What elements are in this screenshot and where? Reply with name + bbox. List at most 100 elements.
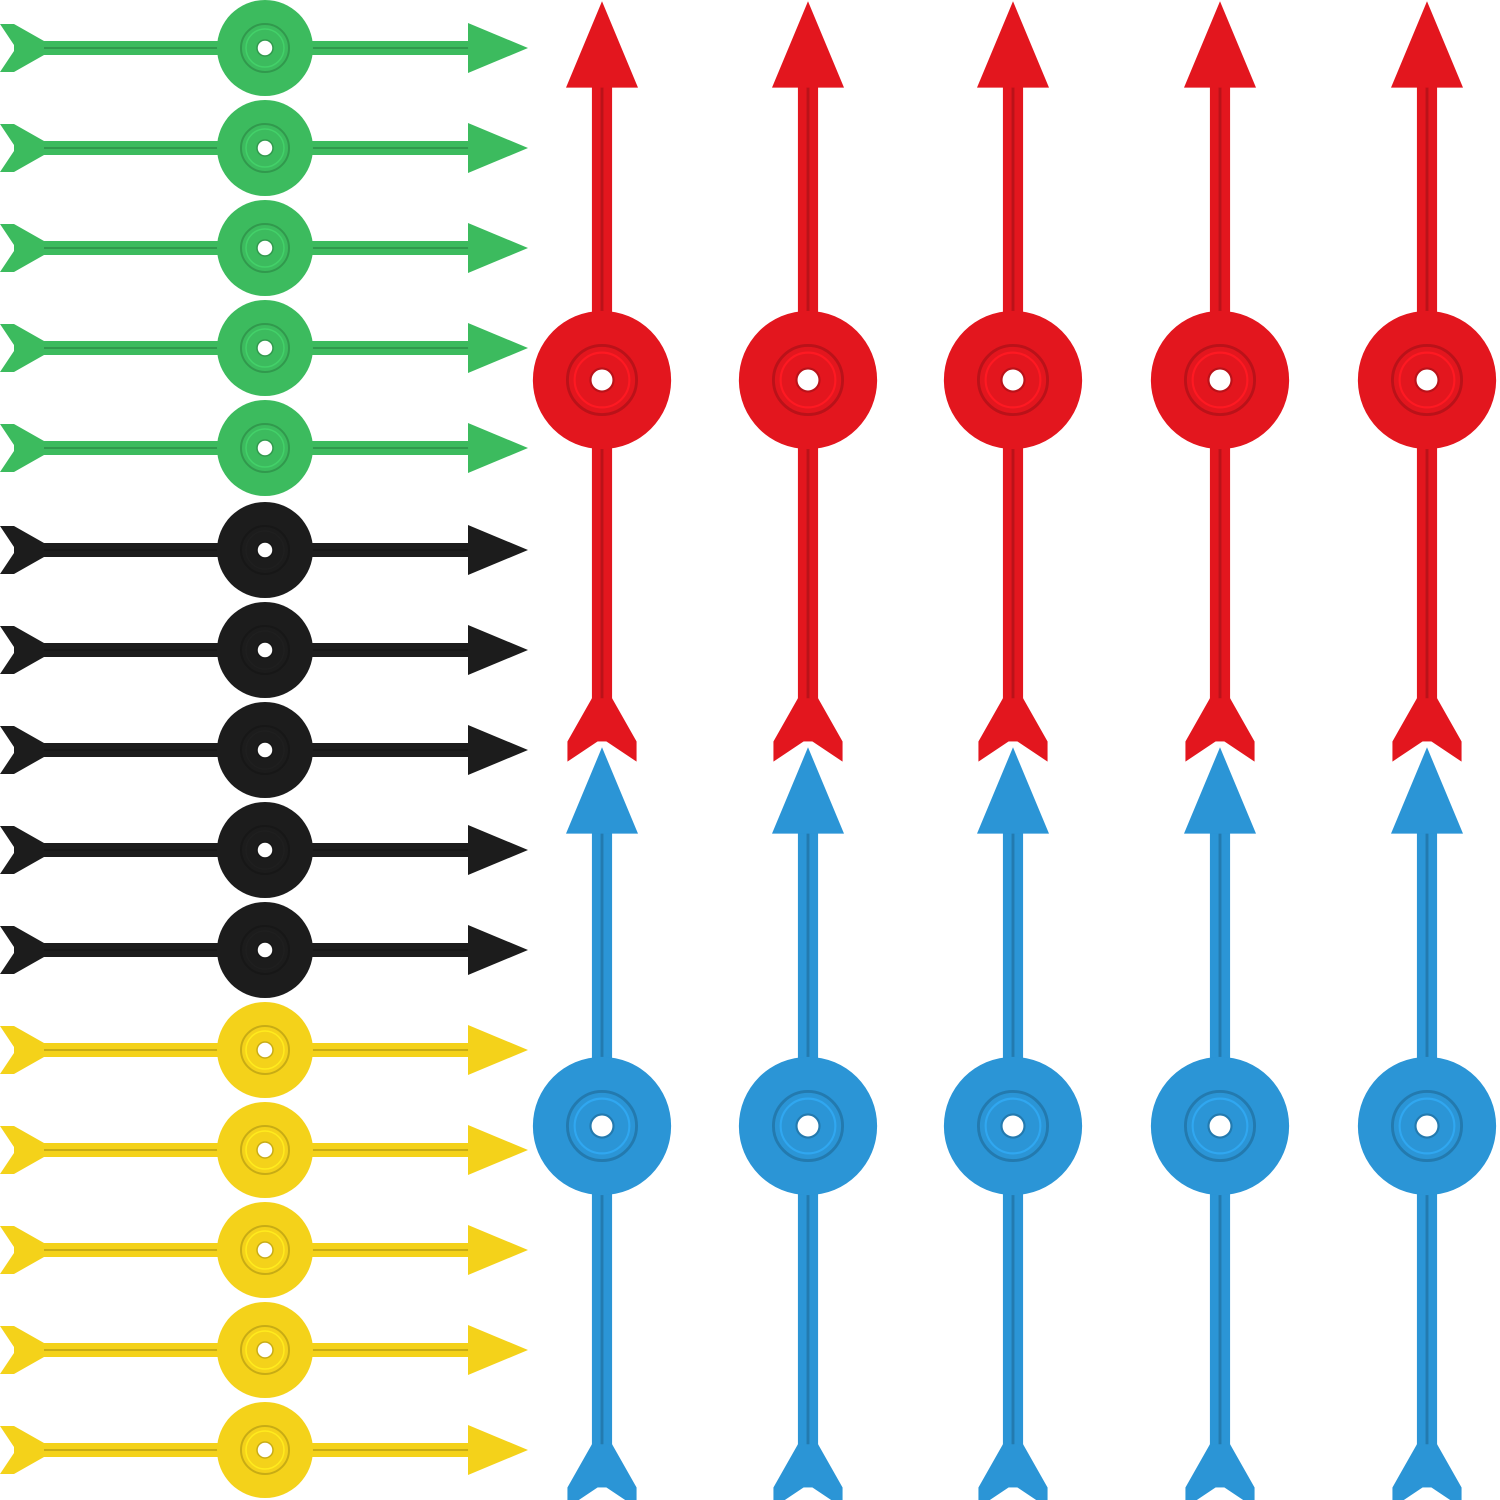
hub-ring [771, 1089, 845, 1163]
hub-hole [256, 741, 274, 759]
hub-hole [256, 841, 274, 859]
hub-ring-light [573, 1097, 631, 1155]
hub-ring [240, 23, 290, 73]
arrow-tail [0, 1026, 44, 1074]
spinner-arrow [1150, 747, 1290, 1500]
spinner-arrow [1357, 1, 1497, 762]
hub-hole [1000, 367, 1026, 393]
spinner-arrow [532, 1, 672, 762]
hub-ring [240, 1125, 290, 1175]
hub-ring-light [245, 1130, 285, 1170]
hub-ring-light [1191, 1097, 1249, 1155]
arrow-tail [1185, 1444, 1255, 1500]
hub-ring [240, 223, 290, 273]
arrow-head [976, 747, 1050, 834]
arrow-tail [0, 1126, 44, 1174]
arrow-tail [1392, 1444, 1462, 1500]
spinner-arrow [0, 100, 528, 196]
arrow-tail [773, 698, 843, 762]
hub-ring [240, 1425, 290, 1475]
hub-ring-light [245, 630, 285, 670]
hub-ring-light [245, 530, 285, 570]
hub-ring-light [245, 730, 285, 770]
arrow-head [468, 223, 528, 273]
hub-ring-light [245, 1030, 285, 1070]
arrow-head [468, 1425, 528, 1475]
hub-ring-light [245, 1330, 285, 1370]
hub-ring [1390, 343, 1464, 417]
arrow-tail [773, 1444, 843, 1500]
hub-ring-light [245, 228, 285, 268]
arrow-head [565, 747, 639, 834]
arrow-tail [0, 1226, 44, 1274]
hub-hole [256, 941, 274, 959]
arrow-head [468, 123, 528, 173]
hub-hole [256, 39, 274, 57]
hub-ring [240, 1325, 290, 1375]
spinner-arrow [0, 1002, 528, 1098]
hub-hole [589, 1113, 615, 1139]
arrow-head [1390, 1, 1464, 88]
arrow-tail [0, 324, 44, 372]
spinner-arrow [1357, 747, 1497, 1500]
arrow-tail [0, 626, 44, 674]
hub-ring-light [245, 1230, 285, 1270]
arrow-tail [978, 698, 1048, 762]
arrow-head [468, 1125, 528, 1175]
hub-ring-light [245, 1430, 285, 1470]
hub-hole [1207, 367, 1233, 393]
arrow-tail [0, 24, 44, 72]
spinner-arrow [0, 300, 528, 396]
spinner-arrow [0, 1202, 528, 1298]
hub-hole [256, 541, 274, 559]
arrow-head [1390, 747, 1464, 834]
hub-ring [240, 825, 290, 875]
spinner-arrow [0, 902, 528, 998]
hub-ring-light [245, 428, 285, 468]
arrow-tail [0, 424, 44, 472]
arrow-tail [567, 698, 637, 762]
arrow-tail [0, 224, 44, 272]
spinner-arrow [532, 747, 672, 1500]
hub-ring [976, 343, 1050, 417]
hub-hole [256, 339, 274, 357]
hub-ring [240, 625, 290, 675]
hub-ring-light [245, 830, 285, 870]
spinner-arrow [943, 747, 1083, 1500]
hub-ring-light [1398, 1097, 1456, 1155]
arrow-tail [1185, 698, 1255, 762]
hub-hole [795, 367, 821, 393]
spinner-arrow [738, 747, 878, 1500]
hub-ring [240, 1025, 290, 1075]
spinner-arrow [0, 1102, 528, 1198]
arrow-tail [0, 526, 44, 574]
arrow-tail [978, 1444, 1048, 1500]
arrow-tail [0, 726, 44, 774]
hub-hole [256, 1041, 274, 1059]
arrow-head [468, 1225, 528, 1275]
hub-ring-light [1191, 351, 1249, 409]
spinner-arrow [0, 0, 528, 96]
hub-hole [1414, 1113, 1440, 1139]
arrow-tail [0, 124, 44, 172]
hub-ring-light [984, 1097, 1042, 1155]
hub-ring-light [245, 328, 285, 368]
hub-hole [256, 1141, 274, 1159]
arrow-tail [1392, 698, 1462, 762]
hub-hole [795, 1113, 821, 1139]
hub-ring-light [245, 930, 285, 970]
spinner-arrow [0, 400, 528, 496]
arrow-head [468, 1325, 528, 1375]
arrow-head [976, 1, 1050, 88]
arrow-head [468, 825, 528, 875]
arrow-head [468, 1025, 528, 1075]
hub-hole [256, 1441, 274, 1459]
spinner-arrow [943, 1, 1083, 762]
arrow-head [468, 23, 528, 73]
hub-ring-light [984, 351, 1042, 409]
hub-ring [240, 1225, 290, 1275]
arrow-tail [0, 1426, 44, 1474]
hub-ring-light [573, 351, 631, 409]
